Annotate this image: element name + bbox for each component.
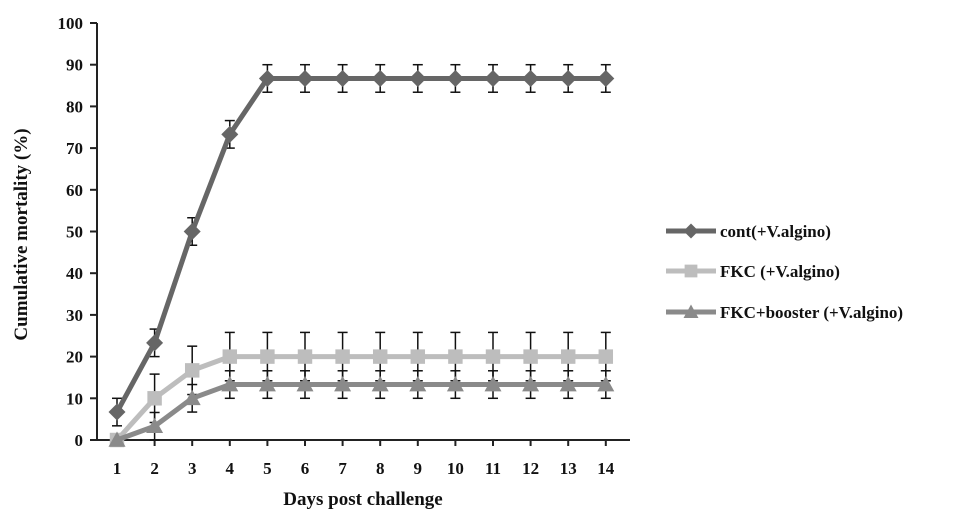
- x-tick-label: 13: [560, 459, 577, 478]
- data-point: [334, 69, 352, 87]
- y-tick-label: 90: [66, 56, 83, 75]
- data-point: [221, 125, 239, 143]
- data-point: [446, 69, 464, 87]
- x-tick-label: 1: [113, 459, 122, 478]
- data-point: [372, 349, 388, 364]
- data-point: [258, 376, 276, 392]
- y-tick-label: 10: [66, 389, 83, 408]
- y-tick-label: 100: [58, 14, 84, 33]
- x-tick-label: 7: [338, 459, 347, 478]
- data-point: [146, 334, 164, 352]
- data-point: [221, 376, 239, 392]
- data-point: [598, 349, 614, 364]
- data-point: [560, 349, 576, 364]
- x-tick-label: 8: [376, 459, 385, 478]
- data-point: [147, 391, 162, 406]
- data-point: [183, 223, 201, 240]
- x-tick-label: 4: [226, 459, 235, 478]
- data-point: [485, 349, 501, 364]
- data-point: [371, 69, 389, 87]
- data-point: [260, 349, 275, 364]
- data-point: [484, 69, 502, 87]
- legend-marker: [684, 264, 698, 278]
- data-point: [410, 349, 426, 364]
- data-point: [296, 376, 314, 392]
- data-point: [559, 69, 577, 87]
- data-point: [597, 69, 615, 87]
- legend-label: FKC (+V.algino): [720, 262, 840, 281]
- data-point: [559, 376, 577, 392]
- y-tick-label: 30: [66, 306, 83, 325]
- legend-marker: [683, 304, 699, 318]
- data-point: [184, 363, 200, 378]
- data-point: [334, 376, 352, 392]
- data-point: [597, 376, 615, 392]
- series-layer: [108, 63, 615, 448]
- x-tick-label: 11: [485, 459, 501, 478]
- data-point: [297, 349, 313, 364]
- data-point: [484, 376, 502, 392]
- y-tick-label: 60: [66, 181, 83, 200]
- data-point: [446, 376, 464, 392]
- data-point: [522, 376, 540, 392]
- x-tick-label: 3: [188, 459, 197, 478]
- x-tick-label: 5: [263, 459, 272, 478]
- data-point: [448, 349, 463, 364]
- x-tick-label: 12: [522, 459, 539, 478]
- legend-item: cont(+V.algino): [666, 222, 831, 241]
- data-point: [222, 349, 238, 364]
- data-point: [258, 69, 276, 87]
- legend-item: FKC (+V.algino): [666, 262, 840, 281]
- x-axis-title: Days post challenge: [283, 489, 442, 510]
- data-point: [371, 376, 389, 392]
- series-line: [116, 382, 606, 443]
- y-tick-label: 70: [66, 139, 83, 158]
- series-1: [108, 63, 615, 427]
- series-3: [108, 370, 615, 447]
- y-tick-label: 20: [66, 348, 83, 367]
- x-tick-label: 9: [414, 459, 423, 478]
- legend: cont(+V.algino) FKC (+V.algino) FKC+booste…: [666, 222, 903, 322]
- x-tick-group: 1 2 3 4 5 6 7 8 9 10 11 12 13 14: [113, 440, 615, 478]
- data-point: [522, 69, 540, 87]
- legend-label: cont(+V.algino): [720, 222, 831, 241]
- y-tick-group: 0 10 20 30 40 50 60 70 80 90 100: [58, 14, 97, 450]
- data-point: [523, 349, 538, 364]
- data-point: [108, 403, 126, 421]
- x-tick-label: 2: [150, 459, 159, 478]
- y-tick-label: 80: [66, 97, 83, 116]
- x-tick-label: 10: [447, 459, 464, 478]
- data-point: [146, 417, 164, 434]
- y-tick-label: 50: [66, 223, 83, 242]
- data-point: [108, 431, 126, 447]
- data-point: [296, 69, 314, 87]
- y-axis-title: Cumulative mortality (%): [11, 128, 32, 340]
- data-point: [409, 69, 427, 87]
- y-tick-label: 0: [75, 431, 84, 450]
- data-point: [335, 349, 350, 364]
- x-tick-label: 14: [597, 459, 615, 478]
- x-tick-label: 6: [301, 459, 310, 478]
- legend-item: FKC+booster (+V.algino): [666, 303, 903, 322]
- legend-label: FKC+booster (+V.algino): [720, 303, 903, 322]
- legend-marker: [683, 223, 699, 239]
- y-tick-label: 40: [66, 264, 83, 283]
- data-point: [183, 389, 201, 406]
- data-point: [409, 376, 427, 392]
